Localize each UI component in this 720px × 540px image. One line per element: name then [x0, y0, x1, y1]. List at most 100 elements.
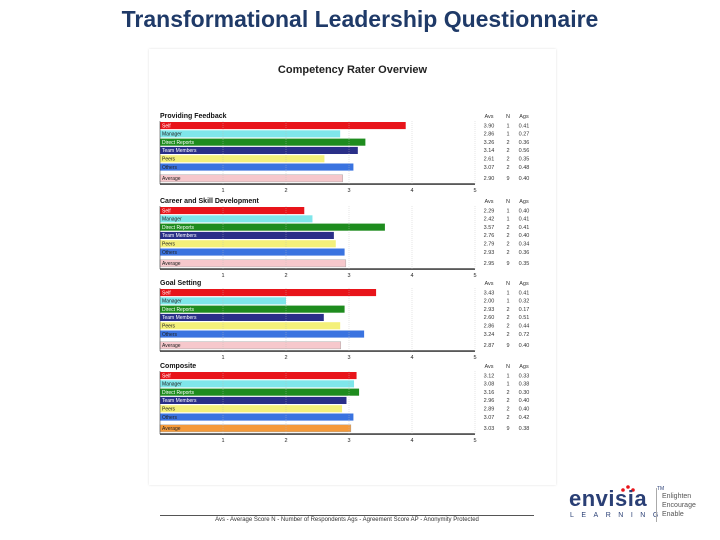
bar — [160, 207, 305, 215]
bar — [160, 122, 406, 130]
column-header: Avs — [484, 114, 493, 120]
tick-label: 5 — [473, 273, 476, 279]
bar-label: Direct Reports — [162, 140, 194, 146]
bar-label: Self — [162, 123, 171, 129]
avs-value: 3.24 — [484, 332, 495, 338]
n-value: 2 — [506, 242, 509, 248]
avs-value: 3.07 — [484, 165, 495, 171]
bar-label: Direct Reports — [162, 225, 194, 231]
logo-tagline: Enlighten Encourage Enable — [662, 492, 696, 519]
avs-value: 2.89 — [484, 407, 495, 413]
n-value: 2 — [506, 148, 509, 154]
ags-value: 0.42 — [519, 415, 530, 421]
bar — [159, 341, 342, 350]
ags-value: 0.38 — [519, 382, 530, 388]
tick-label: 2 — [284, 273, 287, 279]
n-value: 1 — [506, 299, 509, 305]
tick-label: 3 — [347, 188, 350, 194]
column-header: Ags — [519, 199, 529, 205]
avs-value: 2.95 — [484, 261, 495, 267]
bar — [160, 248, 345, 256]
logo-subtitle: LEARNING — [570, 512, 666, 519]
n-value: 9 — [506, 343, 509, 349]
ags-value: 0.51 — [519, 315, 530, 321]
bar-label: Direct Reports — [162, 307, 194, 313]
competency-charts: Providing Feedback Avs N Ags Self 3.90 1 0.41 Ma… — [159, 113, 530, 444]
n-value: 2 — [506, 157, 509, 163]
ags-value: 0.33 — [519, 373, 530, 379]
column-header: Avs — [484, 281, 493, 287]
bar-label: Manager — [162, 299, 182, 305]
ags-value: 0.48 — [519, 165, 530, 171]
bar-label: Average — [162, 261, 181, 267]
bar-label: Team Members — [162, 148, 197, 154]
report-title: Competency Rater Overview — [277, 64, 428, 76]
footer-divider — [160, 515, 534, 516]
bar — [159, 424, 352, 433]
bar — [160, 223, 385, 231]
bar-label: Peers — [162, 242, 176, 248]
bar-label: Others — [162, 165, 178, 171]
avs-value: 3.16 — [484, 390, 495, 396]
bar-label: Manager — [162, 382, 182, 388]
avs-value: 3.43 — [484, 290, 495, 296]
bar — [160, 372, 357, 380]
tagline-line: Enlighten — [662, 493, 692, 500]
bar — [160, 413, 354, 421]
n-value: 2 — [506, 390, 509, 396]
bar-label: Peers — [162, 157, 176, 163]
n-value: 2 — [506, 233, 509, 239]
tick-label: 3 — [347, 273, 350, 279]
column-header: N — [506, 114, 510, 120]
bar-label: Average — [162, 176, 181, 182]
ags-value: 0.40 — [519, 208, 530, 214]
ags-value: 0.35 — [519, 261, 530, 267]
avs-value: 2.90 — [484, 176, 495, 182]
avs-value: 3.12 — [484, 373, 495, 379]
n-value: 9 — [506, 261, 509, 267]
n-value: 1 — [506, 382, 509, 388]
ags-value: 0.36 — [519, 140, 530, 146]
bar — [160, 231, 334, 239]
bar — [160, 388, 360, 396]
bar — [160, 138, 366, 146]
ags-value: 0.32 — [519, 299, 530, 305]
n-value: 2 — [506, 407, 509, 413]
tick-label: 1 — [221, 188, 224, 194]
bar — [160, 313, 324, 321]
bar — [160, 330, 365, 338]
ags-value: 0.38 — [519, 426, 530, 432]
ags-value: 0.72 — [519, 332, 530, 338]
ags-value: 0.40 — [519, 233, 530, 239]
ags-value: 0.40 — [519, 343, 530, 349]
tick-label: 3 — [347, 438, 350, 444]
avs-value: 2.87 — [484, 343, 495, 349]
avs-value: 2.93 — [484, 307, 495, 313]
tick-label: 5 — [473, 188, 476, 194]
avs-value: 2.93 — [484, 250, 495, 256]
n-value: 2 — [506, 165, 509, 171]
column-header: Ags — [519, 364, 529, 370]
ags-value: 0.27 — [519, 132, 530, 138]
bar-label: Direct Reports — [162, 390, 194, 396]
avs-value: 3.07 — [484, 415, 495, 421]
bar-label: Others — [162, 415, 178, 421]
bar-label: Team Members — [162, 315, 197, 321]
avs-value: 2.61 — [484, 157, 495, 163]
tick-label: 1 — [221, 273, 224, 279]
avs-value: 2.00 — [484, 299, 495, 305]
avs-value: 2.42 — [484, 217, 495, 223]
column-header: N — [506, 364, 510, 370]
bar — [160, 322, 341, 330]
bar — [160, 163, 354, 171]
avs-value: 2.86 — [484, 324, 495, 330]
avs-value: 2.96 — [484, 398, 495, 404]
bar — [160, 380, 355, 388]
tick-label: 1 — [221, 355, 224, 361]
bar — [160, 155, 325, 163]
n-value: 2 — [506, 398, 509, 404]
ags-value: 0.56 — [519, 148, 530, 154]
column-header: Ags — [519, 281, 529, 287]
n-value: 2 — [506, 315, 509, 321]
tick-label: 4 — [410, 438, 413, 444]
